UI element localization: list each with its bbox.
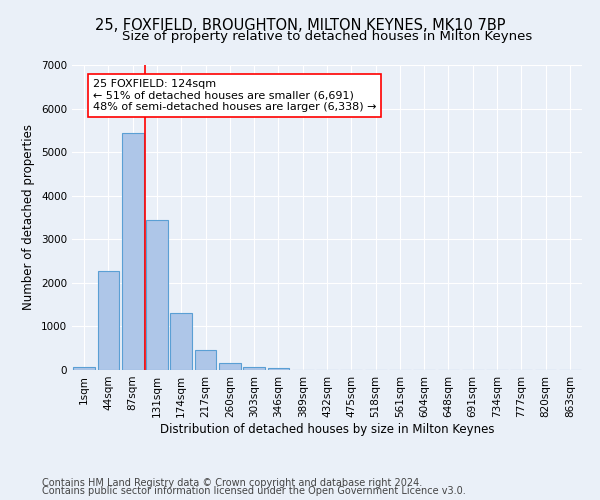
Text: 25 FOXFIELD: 124sqm
← 51% of detached houses are smaller (6,691)
48% of semi-det: 25 FOXFIELD: 124sqm ← 51% of detached ho…: [92, 79, 376, 112]
Text: 25, FOXFIELD, BROUGHTON, MILTON KEYNES, MK10 7BP: 25, FOXFIELD, BROUGHTON, MILTON KEYNES, …: [95, 18, 505, 32]
Text: Contains HM Land Registry data © Crown copyright and database right 2024.: Contains HM Land Registry data © Crown c…: [42, 478, 422, 488]
Bar: [97, 271, 119, 370]
X-axis label: Distribution of detached houses by size in Milton Keynes: Distribution of detached houses by size …: [160, 422, 494, 436]
Bar: [73, 366, 95, 370]
Bar: [170, 313, 192, 370]
Bar: [122, 132, 143, 370]
Text: Contains public sector information licensed under the Open Government Licence v3: Contains public sector information licen…: [42, 486, 466, 496]
Bar: [194, 350, 217, 370]
Bar: [268, 368, 289, 370]
Bar: [146, 220, 168, 370]
Bar: [243, 366, 265, 370]
Title: Size of property relative to detached houses in Milton Keynes: Size of property relative to detached ho…: [122, 30, 532, 43]
Y-axis label: Number of detached properties: Number of detached properties: [22, 124, 35, 310]
Bar: [219, 363, 241, 370]
